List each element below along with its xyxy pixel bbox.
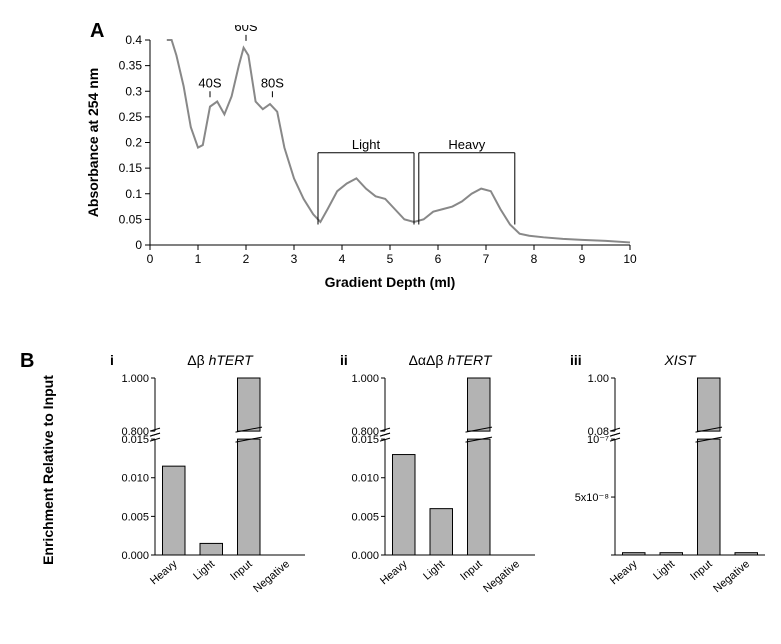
y-tick-label: 0.010 bbox=[351, 473, 379, 485]
bar bbox=[238, 439, 261, 555]
x-tick-label: Heavy bbox=[148, 558, 180, 588]
y-tick-label: 0.005 bbox=[351, 511, 379, 523]
x-tick-label: Input bbox=[458, 558, 484, 583]
sub-panel-label: iii bbox=[570, 352, 582, 368]
x-tick-label: 4 bbox=[339, 252, 346, 266]
y-tick-label: 0.15 bbox=[119, 161, 143, 175]
x-tick-label: 0 bbox=[147, 252, 154, 266]
chart-title: XIST bbox=[663, 352, 697, 368]
x-tick-label: Heavy bbox=[608, 558, 640, 588]
x-tick-label: 1 bbox=[195, 252, 202, 266]
x-tick-label: Negative bbox=[481, 558, 522, 595]
x-tick-label: Heavy bbox=[378, 558, 410, 588]
bar bbox=[660, 553, 683, 555]
x-tick-label: Input bbox=[688, 558, 714, 583]
figure-container: A 01234567891000.050.10.150.20.250.30.35… bbox=[20, 20, 761, 624]
x-tick-label: Light bbox=[191, 558, 217, 583]
x-tick-label: 2 bbox=[243, 252, 250, 266]
bar bbox=[623, 553, 646, 555]
x-tick-label: Input bbox=[228, 558, 254, 583]
bar-chart-ii: iiΔαΔβ hTERT0.8001.0000.0000.0050.0100.0… bbox=[330, 350, 540, 620]
panel-b-label: B bbox=[20, 350, 34, 373]
x-tick-label: 10 bbox=[623, 252, 637, 266]
y-tick-label: 0.015 bbox=[121, 434, 149, 446]
y-tick-label: 0.1 bbox=[125, 187, 142, 201]
bar-chart-iii: iiiXIST0.081.005x10⁻⁸10⁻⁷HeavyLightInput… bbox=[560, 350, 770, 620]
chart-title: ΔαΔβ hTERT bbox=[409, 352, 493, 368]
y-tick-label: 5x10⁻⁸ bbox=[575, 492, 609, 504]
y-tick-label: 0.05 bbox=[119, 212, 143, 226]
x-tick-label: 9 bbox=[579, 252, 586, 266]
peak-label: 40S bbox=[198, 75, 221, 90]
panel-b-container: Enrichment Relative to InputiΔβ hTERT0.8… bbox=[45, 350, 765, 630]
x-tick-label: 6 bbox=[435, 252, 442, 266]
y-axis-label: Absorbance at 254 nm bbox=[85, 68, 101, 217]
x-tick-label: 7 bbox=[483, 252, 490, 266]
bar bbox=[735, 553, 758, 555]
bar bbox=[430, 509, 453, 555]
region-label: Light bbox=[352, 137, 381, 152]
y-tick-label: 10⁻⁷ bbox=[587, 434, 609, 446]
x-tick-label: Negative bbox=[251, 558, 292, 595]
bar bbox=[468, 378, 491, 431]
sub-panel-label: ii bbox=[340, 352, 348, 368]
absorbance-trace bbox=[167, 40, 630, 242]
bar bbox=[698, 439, 721, 555]
x-axis-label: Gradient Depth (ml) bbox=[325, 274, 456, 290]
sub-panel-label: i bbox=[110, 352, 114, 368]
x-tick-label: Light bbox=[421, 558, 447, 583]
bar bbox=[393, 455, 416, 555]
y-tick-label: 1.000 bbox=[121, 373, 149, 385]
y-tick-label: 0.015 bbox=[351, 434, 379, 446]
y-tick-label: 0.005 bbox=[121, 511, 149, 523]
y-tick-label: 0.3 bbox=[125, 84, 142, 98]
x-tick-label: Negative bbox=[711, 558, 752, 595]
y-tick-label: 0.010 bbox=[121, 473, 149, 485]
bar-chart-i: iΔβ hTERT0.8001.0000.0000.0050.0100.015H… bbox=[100, 350, 310, 620]
bar bbox=[163, 466, 186, 555]
chart-title: Δβ hTERT bbox=[187, 352, 254, 368]
peak-label: 60S bbox=[234, 25, 257, 34]
bar bbox=[468, 439, 491, 555]
y-tick-label: 0.4 bbox=[125, 33, 142, 47]
x-tick-label: 3 bbox=[291, 252, 298, 266]
y-tick-label: 0.2 bbox=[125, 136, 142, 150]
bar bbox=[238, 378, 261, 431]
bar bbox=[200, 543, 223, 555]
y-tick-label: 0.25 bbox=[119, 110, 143, 124]
y-tick-label: 1.000 bbox=[351, 373, 379, 385]
x-tick-label: 8 bbox=[531, 252, 538, 266]
region-label: Heavy bbox=[448, 137, 485, 152]
y-tick-label: 0.000 bbox=[351, 550, 379, 562]
y-tick-label: 1.00 bbox=[588, 373, 609, 385]
x-tick-label: Light bbox=[651, 558, 677, 583]
y-tick-label: 0 bbox=[135, 238, 142, 252]
peak-label: 80S bbox=[261, 75, 284, 90]
x-tick-label: 5 bbox=[387, 252, 394, 266]
bar bbox=[698, 378, 721, 431]
y-tick-label: 0.000 bbox=[121, 550, 149, 562]
y-tick-label: 0.35 bbox=[119, 59, 143, 73]
panel-a-chart: 0 1 2 3 4 5 6 7 8 9 10 0 0.05 0.1 0.15 0.2 0.25 0.3 0.35 0.… bbox=[80, 25, 640, 295]
panel-b-y-axis-label: Enrichment Relative to Input bbox=[40, 370, 56, 570]
